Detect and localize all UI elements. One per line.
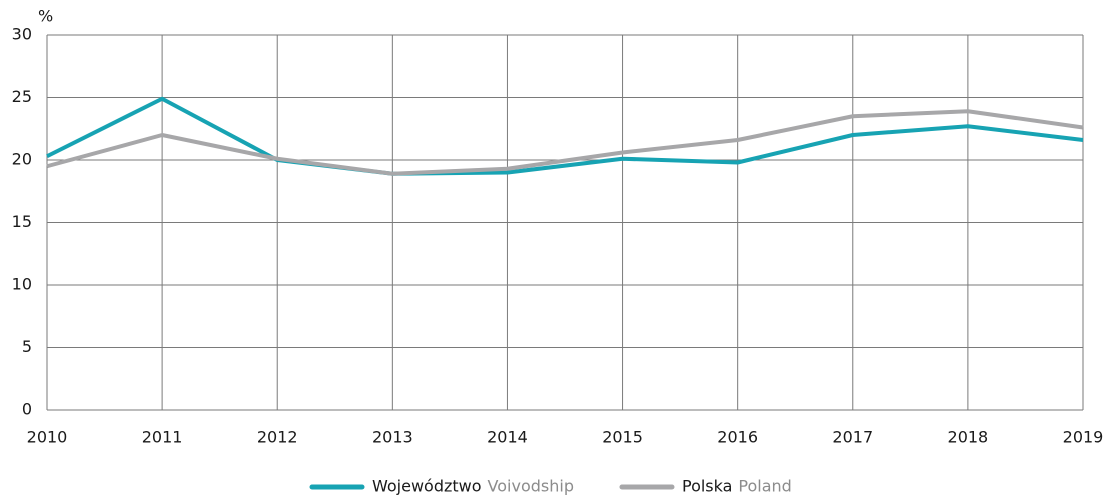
y-unit: % <box>38 7 53 26</box>
y-tick-label: 0 <box>22 400 32 419</box>
y-tick-label: 30 <box>12 25 32 44</box>
y-tick-label: 5 <box>22 337 32 356</box>
x-tick-label: 2017 <box>832 428 873 447</box>
y-tick-label: 10 <box>12 275 32 294</box>
series-line <box>46 109 1084 176</box>
y-tick-label: 15 <box>12 212 32 231</box>
y-tick-label: 20 <box>12 150 32 169</box>
series-line <box>46 96 1084 176</box>
x-tick-label: 2015 <box>602 428 643 447</box>
legend-label: Polska <box>682 477 732 496</box>
legend-label-en: Poland <box>738 477 791 496</box>
x-tick-label: 2018 <box>948 428 989 447</box>
y-tick-label: 25 <box>12 87 32 106</box>
x-tick-label: 2016 <box>717 428 758 447</box>
x-tick-label: 2012 <box>257 428 298 447</box>
x-tick-label: 2014 <box>487 428 528 447</box>
x-tick-label: 2011 <box>142 428 183 447</box>
x-tick-label: 2010 <box>27 428 68 447</box>
x-tick-label: 2013 <box>372 428 413 447</box>
x-tick-label: 2019 <box>1063 428 1104 447</box>
legend-label: Województwo <box>372 477 482 496</box>
legend-label-en: Voivodship <box>488 477 574 496</box>
